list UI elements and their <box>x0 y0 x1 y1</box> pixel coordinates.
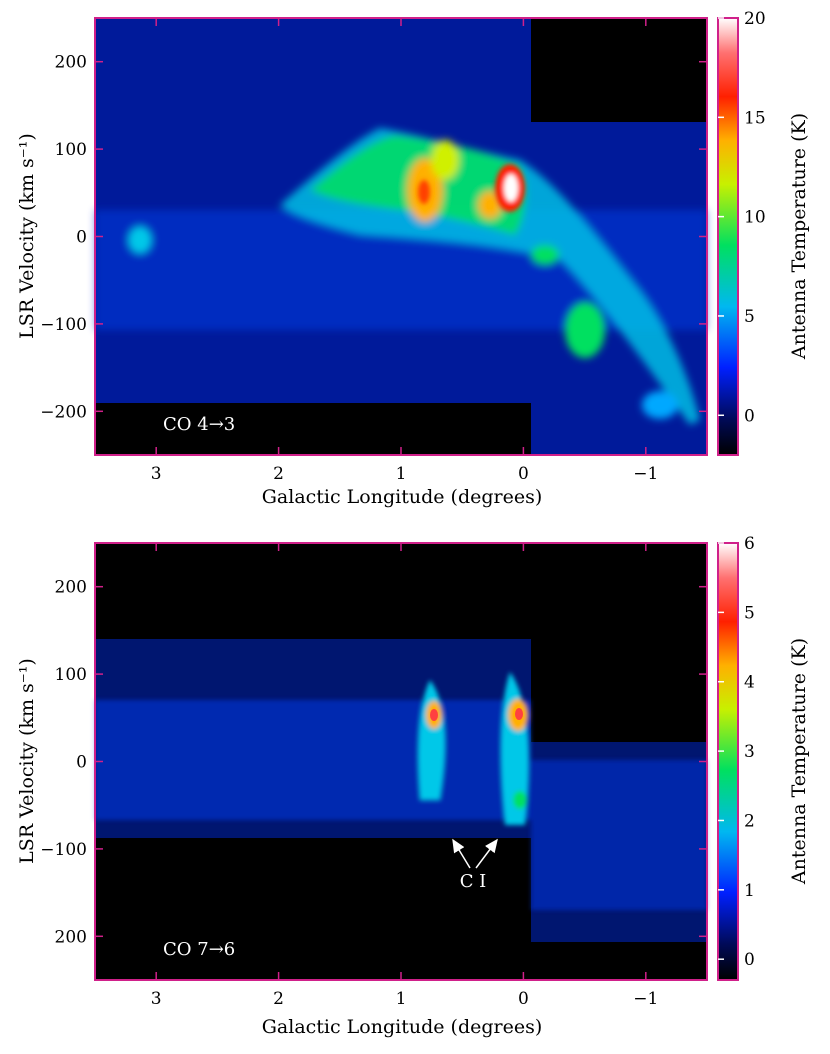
panel-co76: 3 2 1 0 −1 200 100 0 −100 200 CO 7→6 C I Galacti… <box>16 534 810 1038</box>
x-tick-label: −1 <box>633 464 658 484</box>
x-tick-label: 0 <box>518 464 529 484</box>
y-tick-label: 100 <box>55 665 87 685</box>
colorbar-co76: 6 5 4 3 2 1 0 Antenna Temperature (K) <box>717 534 810 981</box>
y-ticks-co76: 200 100 0 −100 200 <box>40 578 707 947</box>
y-tick-label: −100 <box>40 315 87 335</box>
colorbar-tick-label: 20 <box>744 9 766 29</box>
x-axis-title-co76: Galactic Longitude (degrees) <box>262 1016 543 1038</box>
annotation-text: C I <box>460 871 487 892</box>
colorbar-co43: 20 15 10 5 0 Antenna Temperature (K) <box>717 9 810 456</box>
colorbar-tick-label: 6 <box>744 534 755 554</box>
annotation-arrow-left <box>452 838 471 869</box>
emission-co76 <box>95 672 707 910</box>
x-tick-label: 1 <box>396 464 407 484</box>
colorbar-title-co76: Antenna Temperature (K) <box>788 638 810 885</box>
colorbar-tick-label: 2 <box>744 811 755 831</box>
y-tick-label: 200 <box>55 578 87 598</box>
x-tick-label: 2 <box>273 989 284 1009</box>
colorbar-ticks-co76: 6 5 4 3 2 1 0 <box>718 534 755 970</box>
annotation-arrow-right <box>475 838 498 869</box>
y-tick-label: 100 <box>55 140 87 160</box>
panel-label-co76: CO 7→6 <box>163 939 235 960</box>
emission-co43 <box>95 128 707 425</box>
x-axis-title-co43: Galactic Longitude (degrees) <box>262 486 543 508</box>
colorbar-tick-label: 5 <box>744 307 755 327</box>
colorbar-tick-label: 15 <box>744 108 766 128</box>
colorbar-gradient-co43 <box>717 17 739 456</box>
colorbar-tick-label: 10 <box>744 208 766 228</box>
colorbar-ticks-co43: 20 15 10 5 0 <box>718 9 766 426</box>
y-axis-title-co76: LSR Velocity (km s⁻¹) <box>16 658 38 864</box>
x-tick-label: 0 <box>518 989 529 1009</box>
y-ticks-co43: 200 100 0 −100 −200 <box>40 53 707 422</box>
annotation-ci: C I <box>452 838 498 892</box>
colorbar-title-co43: Antenna Temperature (K) <box>788 113 810 360</box>
y-tick-label: −200 <box>40 402 87 422</box>
y-tick-label: −100 <box>40 840 87 860</box>
x-tick-label: −1 <box>633 989 658 1009</box>
x-tick-label: 1 <box>396 989 407 1009</box>
colorbar-tick-label: 3 <box>744 742 755 762</box>
x-tick-label: 3 <box>151 989 162 1009</box>
colorbar-tick-label: 5 <box>744 603 755 623</box>
y-tick-label: 200 <box>55 927 87 947</box>
x-tick-label: 2 <box>273 464 284 484</box>
y-tick-label: 0 <box>76 228 87 248</box>
y-tick-label: 200 <box>55 53 87 73</box>
colorbar-tick-label: 0 <box>744 950 755 970</box>
x-ticks-co43: 3 2 1 0 −1 <box>151 18 658 484</box>
x-tick-label: 3 <box>151 464 162 484</box>
colorbar-tick-label: 4 <box>744 673 755 693</box>
colorbar-tick-label: 0 <box>744 406 755 426</box>
y-tick-label: 0 <box>76 753 87 773</box>
colorbar-tick-label: 1 <box>744 881 755 901</box>
colorbar-gradient-co76 <box>717 542 739 981</box>
panel-label-co43: CO 4→3 <box>163 414 235 435</box>
y-axis-title-co43: LSR Velocity (km s⁻¹) <box>16 133 38 339</box>
x-ticks-co76: 3 2 1 0 −1 <box>151 543 658 1009</box>
